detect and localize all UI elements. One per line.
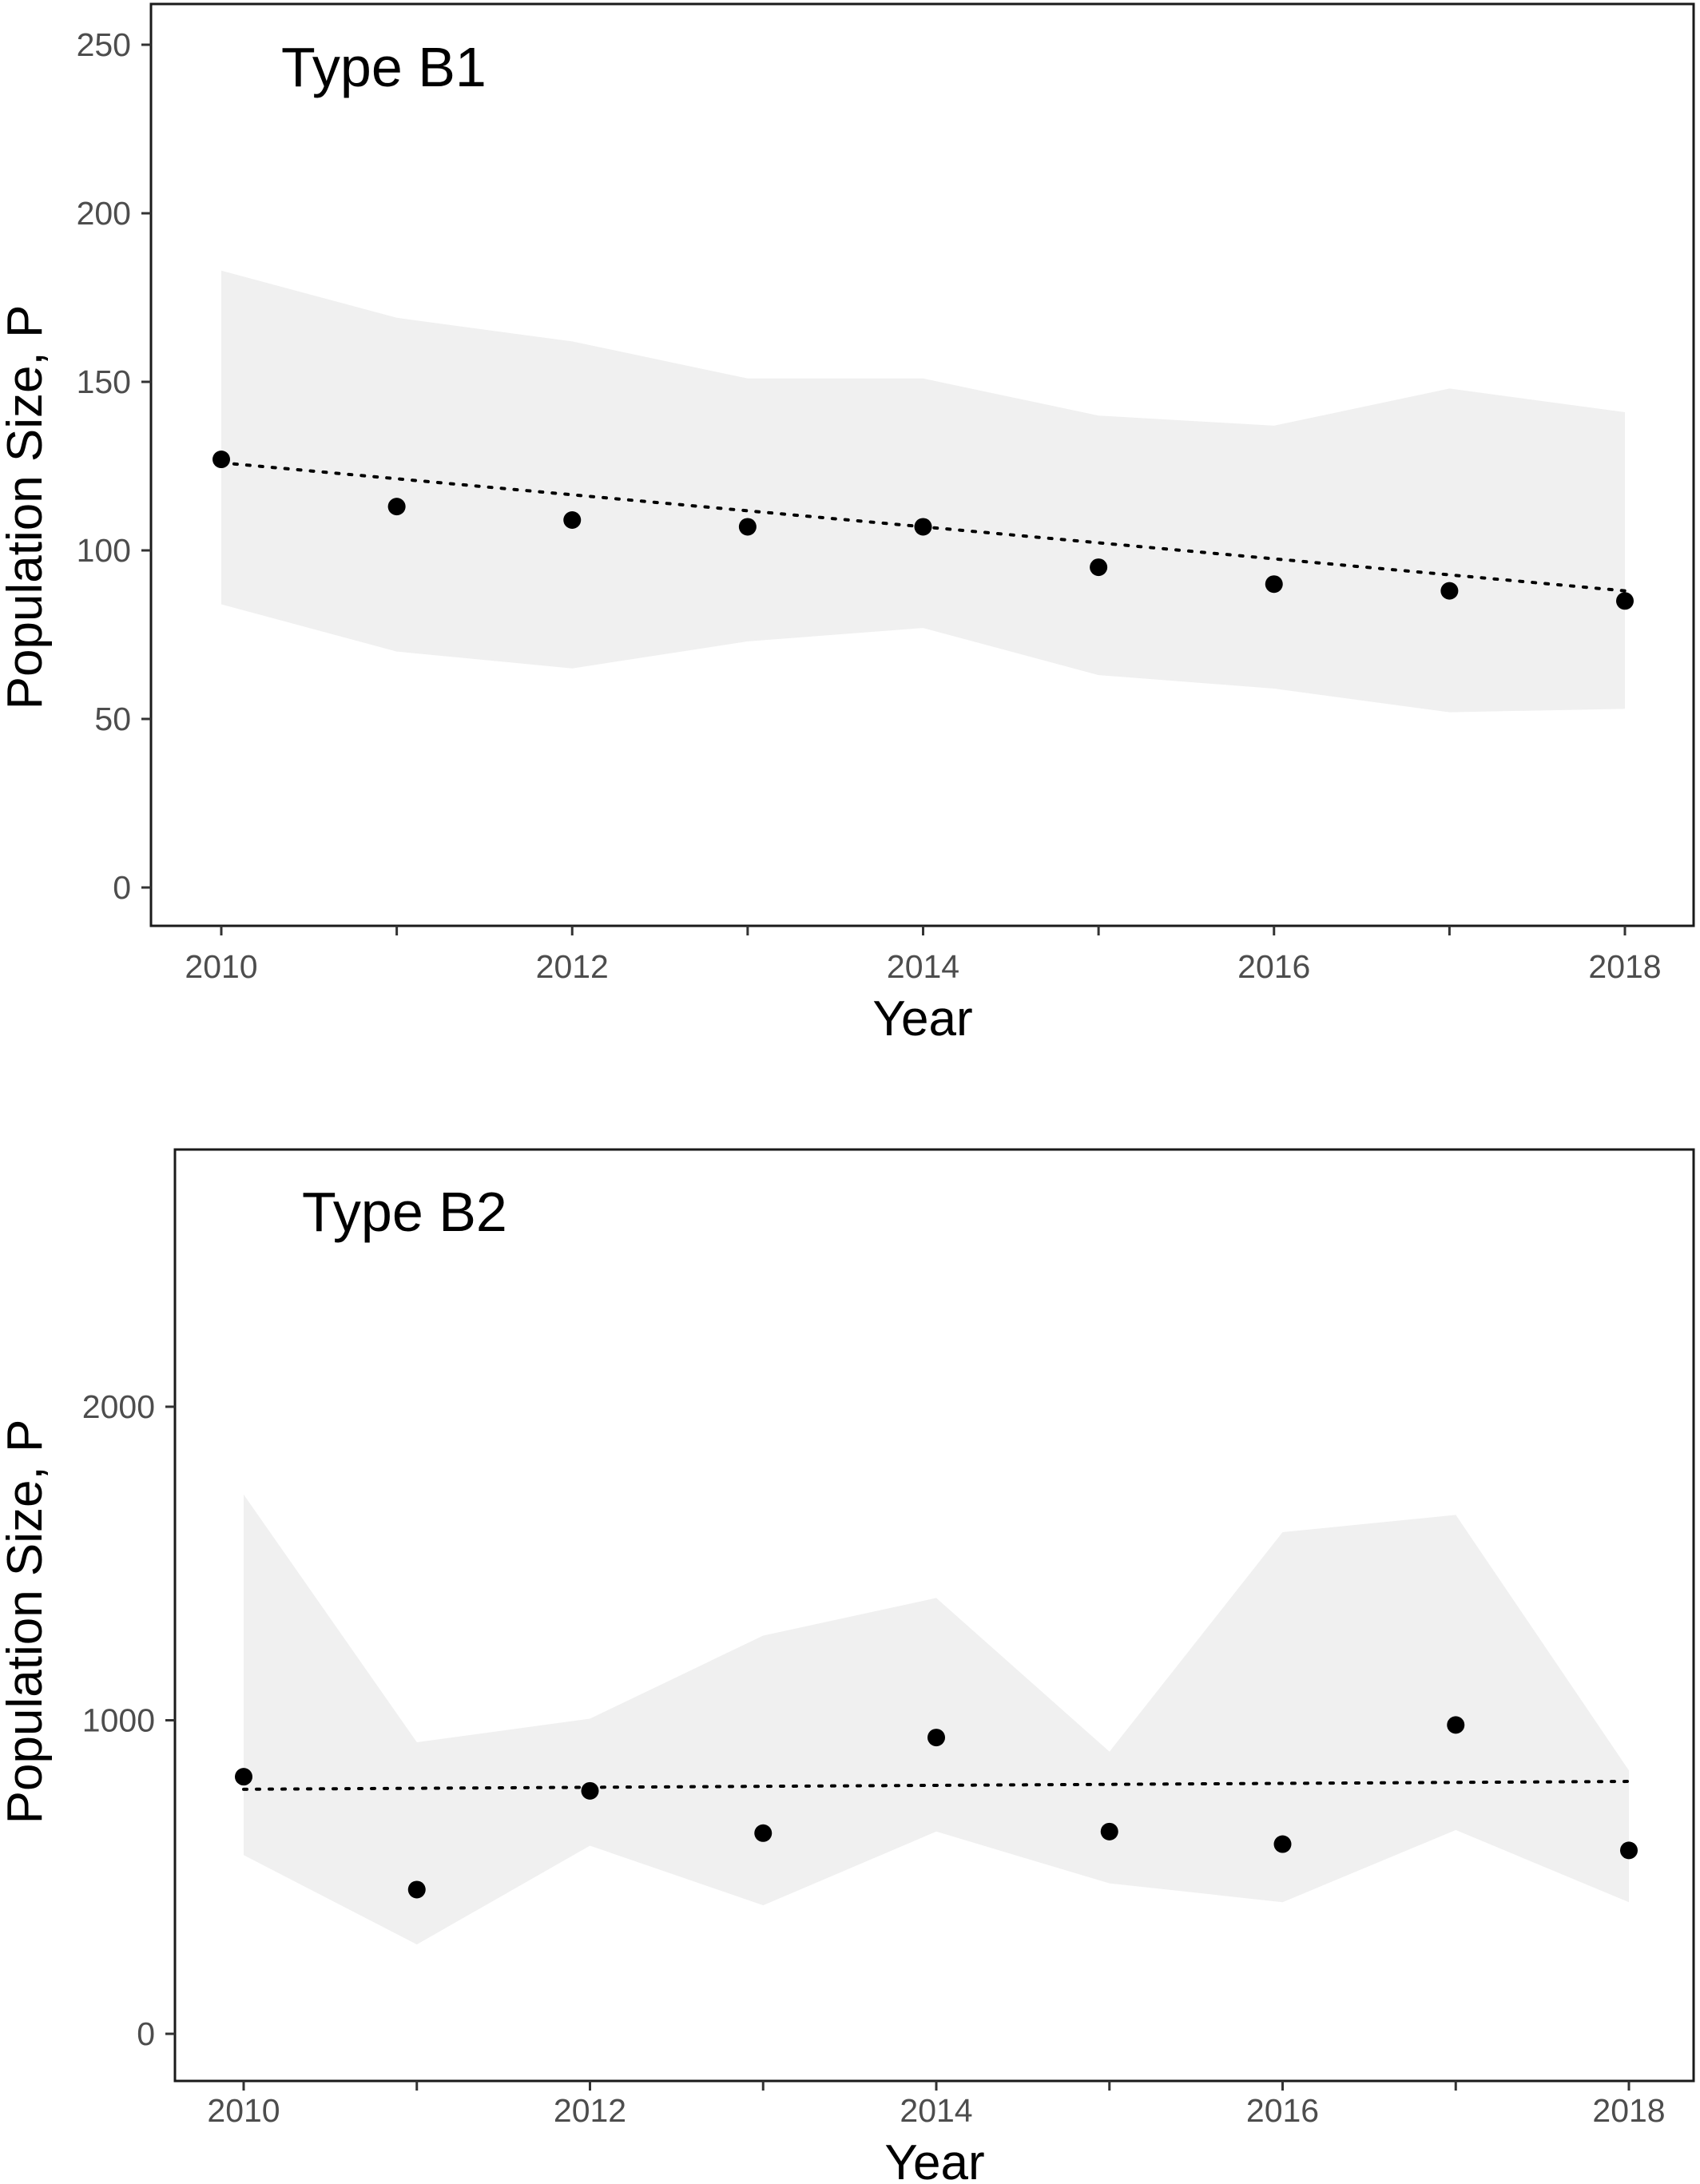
data-point-2012 bbox=[581, 1781, 599, 1800]
y-tick-label: 0 bbox=[113, 869, 131, 906]
data-point-2015 bbox=[1100, 1822, 1118, 1841]
data-point-2013 bbox=[738, 518, 757, 536]
panel-b1-y-axis-label: Population Size, P bbox=[0, 305, 53, 710]
trend-line bbox=[242, 1780, 1630, 1791]
data-point-2014 bbox=[927, 1729, 945, 1747]
data-point-2011 bbox=[407, 1880, 426, 1899]
panel-b1-points-group bbox=[212, 451, 1634, 610]
panel-type-b2: 0 1000 2000 2010 2012 2014 2016 2018 Type B2 Y… bbox=[0, 1148, 1695, 2184]
y-tick-label: 1000 bbox=[82, 1702, 155, 1739]
panel-b2-points-group bbox=[235, 1716, 1638, 1899]
data-point-2016 bbox=[1273, 1835, 1292, 1853]
x-tick-label: 2016 bbox=[1246, 2092, 1319, 2129]
panel-b1-title: Type B1 bbox=[281, 36, 487, 98]
panel-b2-x-axis-label: Year bbox=[884, 2135, 984, 2184]
panel-b2-y-axis-label: Population Size, P bbox=[0, 1420, 53, 1825]
y-tick-label: 200 bbox=[77, 195, 131, 232]
panel-type-b1: 0 50 100 150 200 250 2010 2012 2014 2016 2018 Typ… bbox=[0, 2, 1695, 1046]
y-tick-label: 50 bbox=[94, 701, 131, 737]
x-tick-label: 2018 bbox=[1588, 948, 1661, 985]
panel-b2-x-axis: 2010 2012 2014 2016 2018 bbox=[207, 2081, 1666, 2129]
data-point-2017 bbox=[1447, 1716, 1465, 1734]
panel-b2-interval-band-group bbox=[244, 1494, 1629, 1945]
x-tick-label: 2012 bbox=[536, 948, 609, 985]
data-point-2016 bbox=[1265, 575, 1283, 594]
x-tick-label: 2018 bbox=[1592, 2092, 1665, 2129]
data-point-2013 bbox=[754, 1824, 773, 1842]
y-tick-label: 2000 bbox=[82, 1388, 155, 1425]
panel-b1-x-axis-label: Year bbox=[872, 991, 972, 1046]
x-tick-label: 2010 bbox=[207, 2092, 280, 2129]
data-point-2018 bbox=[1616, 592, 1634, 610]
panel-b2-y-axis: 0 1000 2000 bbox=[82, 1388, 175, 2052]
y-tick-label: 0 bbox=[137, 2015, 155, 2052]
data-point-2017 bbox=[1440, 582, 1459, 600]
panel-b2-title: Type B2 bbox=[302, 1181, 507, 1243]
x-tick-label: 2014 bbox=[900, 2092, 972, 2129]
panel-b1-x-axis: 2010 2012 2014 2016 2018 bbox=[185, 926, 1662, 985]
x-tick-label: 2010 bbox=[185, 948, 257, 985]
confidence-band bbox=[221, 270, 1625, 713]
x-tick-label: 2016 bbox=[1237, 948, 1310, 985]
x-tick-label: 2014 bbox=[887, 948, 959, 985]
data-point-2012 bbox=[563, 511, 582, 530]
panel-b1-y-axis: 0 50 100 150 200 250 bbox=[77, 26, 151, 906]
data-point-2010 bbox=[212, 451, 230, 469]
panel-b2-trend-group bbox=[242, 1780, 1630, 1791]
data-point-2014 bbox=[914, 518, 932, 536]
data-point-2018 bbox=[1620, 1841, 1638, 1860]
data-point-2010 bbox=[235, 1768, 252, 1786]
y-tick-label: 150 bbox=[77, 363, 131, 400]
panel-b1-interval-band-group bbox=[221, 270, 1625, 713]
data-point-2015 bbox=[1090, 558, 1108, 577]
x-tick-label: 2012 bbox=[554, 2092, 626, 2129]
data-point-2011 bbox=[387, 498, 406, 516]
y-tick-label: 250 bbox=[77, 26, 131, 63]
y-tick-label: 100 bbox=[77, 532, 131, 569]
confidence-band bbox=[244, 1494, 1629, 1945]
